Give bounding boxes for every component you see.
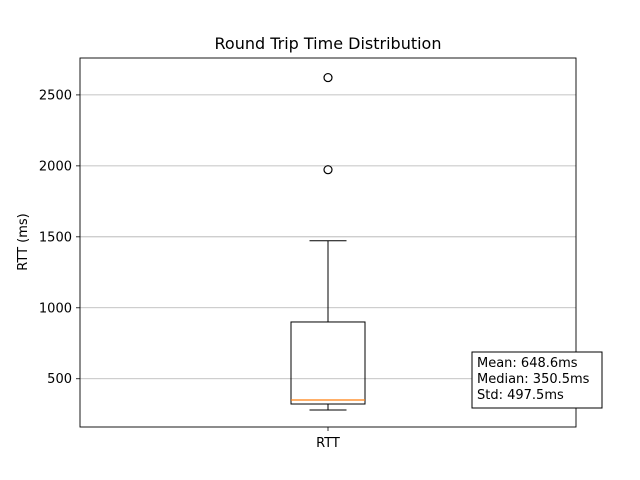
outlier-point-1 (323, 72, 333, 83)
y-tick-label-1500: 1500 (39, 230, 72, 245)
box-plot-marks (290, 72, 366, 411)
y-tick-label-2500: 2500 (39, 88, 72, 103)
y-tick-label-500: 500 (47, 372, 72, 387)
stats-median: Median: 350.5ms (477, 372, 590, 387)
y-axis-label: RTT (ms) (16, 213, 31, 270)
stats-std: Std: 497.5ms (477, 388, 564, 403)
stats-box: Mean: 648.6ms Median: 350.5ms Std: 497.5… (471, 351, 603, 409)
iqr-box (290, 321, 366, 405)
y-tick-label-2000: 2000 (39, 159, 72, 174)
y-tick-label-1000: 1000 (39, 301, 72, 316)
stats-mean: Mean: 648.6ms (477, 356, 578, 371)
stats-box-frame (471, 351, 603, 409)
axes: 500 1000 1500 2000 2500 RTT (39, 57, 577, 451)
chart-title: Round Trip Time Distribution (215, 34, 442, 53)
x-tick-label-rtt: RTT (316, 436, 340, 451)
outlier-point-0 (323, 165, 333, 175)
